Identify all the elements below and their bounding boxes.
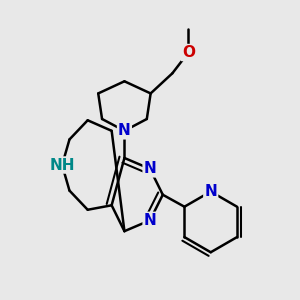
Text: NH: NH <box>50 158 75 172</box>
Text: N: N <box>144 161 156 176</box>
Text: N: N <box>204 184 217 199</box>
Text: O: O <box>182 45 195 60</box>
Text: N: N <box>118 123 131 138</box>
Text: N: N <box>144 213 156 228</box>
